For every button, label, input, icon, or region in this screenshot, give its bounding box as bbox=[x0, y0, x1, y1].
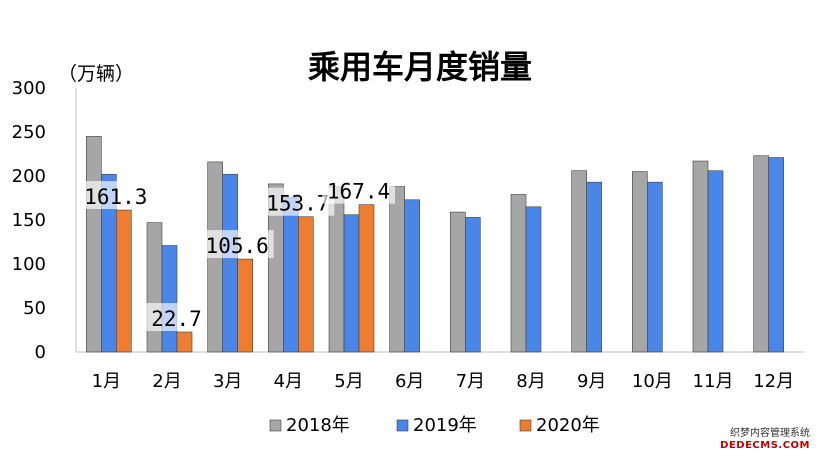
y-axis-unit-label: （万辆） bbox=[58, 63, 134, 85]
data-label-1月: 161.3 bbox=[84, 185, 147, 209]
bar-2018年-10月 bbox=[632, 171, 648, 353]
x-tick-label: 1月 bbox=[92, 371, 121, 392]
watermark-line1: 织梦内容管理系统 bbox=[730, 428, 810, 439]
data-label-4月: 153.7 bbox=[266, 192, 329, 216]
y-tick-label: 300 bbox=[12, 78, 46, 99]
bar-2019年-6月 bbox=[404, 199, 420, 353]
data-label-3月: 105.6 bbox=[206, 234, 269, 258]
bar-2019年-3月 bbox=[222, 173, 238, 353]
bar-2019年-4月 bbox=[283, 196, 299, 353]
bar-2019年-2月 bbox=[161, 245, 178, 353]
x-tick-labels: 1月 2月 3月 4月 5月 6月 7月 8月 9月 10月 11月 12月 bbox=[92, 371, 795, 392]
y-tick-label: 50 bbox=[23, 298, 46, 319]
data-label-2月: 22.7 bbox=[151, 307, 202, 331]
bar-2019年-5月 bbox=[343, 214, 360, 353]
bar-2019年-9月 bbox=[586, 181, 602, 353]
x-tick-label: 4月 bbox=[274, 371, 303, 392]
bar-2020年-2月 bbox=[176, 331, 193, 353]
x-tick-label: 10月 bbox=[632, 371, 673, 392]
bar-2019年-11月 bbox=[707, 170, 724, 353]
legend-label-2019年: 2019年 bbox=[413, 415, 477, 436]
data-label-background bbox=[146, 303, 207, 332]
data-label-background bbox=[322, 175, 395, 204]
bar-2020年-5月 bbox=[358, 204, 375, 353]
bar-2018年-9月 bbox=[571, 170, 587, 353]
y-tick-labels: 0 50 100 150 200 250 300 bbox=[12, 78, 46, 363]
data-label-background bbox=[200, 230, 274, 259]
bar-2018年-7月 bbox=[450, 211, 466, 353]
y-tick-label: 150 bbox=[12, 210, 46, 231]
x-tick-label: 7月 bbox=[456, 371, 485, 392]
x-tick-label: 9月 bbox=[577, 371, 606, 392]
y-tick-label: 200 bbox=[12, 166, 46, 187]
bar-2018年-12月 bbox=[753, 155, 769, 353]
legend-swatch-2020年 bbox=[519, 419, 532, 432]
watermark-line2: DEDECMS.COM bbox=[720, 440, 810, 451]
x-tick-label: 12月 bbox=[753, 371, 794, 392]
legend-swatch-2019年 bbox=[396, 419, 409, 432]
bar-2019年-12月 bbox=[768, 157, 784, 353]
legend-swatch-2018年 bbox=[269, 419, 282, 432]
bar-2020年-1月 bbox=[116, 209, 132, 353]
x-tick-label: 3月 bbox=[213, 371, 242, 392]
legend-label-2020年: 2020年 bbox=[536, 415, 600, 436]
bar-2018年-11月 bbox=[692, 160, 709, 353]
y-tick-label: 0 bbox=[35, 342, 46, 363]
bar-2018年-1月 bbox=[86, 136, 102, 353]
bar-series-group bbox=[86, 136, 784, 353]
x-tick-label: 2月 bbox=[152, 371, 181, 392]
legend: 2018年 2019年 2020年 bbox=[269, 415, 600, 436]
x-tick-label: 5月 bbox=[334, 371, 363, 392]
chart-title: 乘用车月度销量 bbox=[308, 48, 532, 86]
bar-2018年-6月 bbox=[389, 186, 405, 353]
bar-2019年-8月 bbox=[525, 206, 542, 353]
data-label-background bbox=[79, 181, 153, 210]
y-tick-label: 250 bbox=[12, 122, 46, 143]
bar-2020年-4月 bbox=[298, 216, 314, 353]
x-tick-label: 6月 bbox=[395, 371, 424, 392]
y-tick-label: 100 bbox=[12, 254, 46, 275]
bar-2018年-2月 bbox=[146, 222, 163, 353]
bar-2020年-3月 bbox=[237, 258, 253, 353]
x-tick-label: 8月 bbox=[516, 371, 545, 392]
bar-2019年-7月 bbox=[465, 217, 481, 353]
bar-2019年-10月 bbox=[647, 181, 663, 353]
bar-2018年-8月 bbox=[510, 194, 527, 353]
legend-label-2018年: 2018年 bbox=[286, 415, 350, 436]
data-label-5月: 167.4 bbox=[327, 180, 390, 204]
x-tick-label: 11月 bbox=[693, 371, 734, 392]
watermark: 织梦内容管理系统 DEDECMS.COM bbox=[720, 428, 810, 452]
